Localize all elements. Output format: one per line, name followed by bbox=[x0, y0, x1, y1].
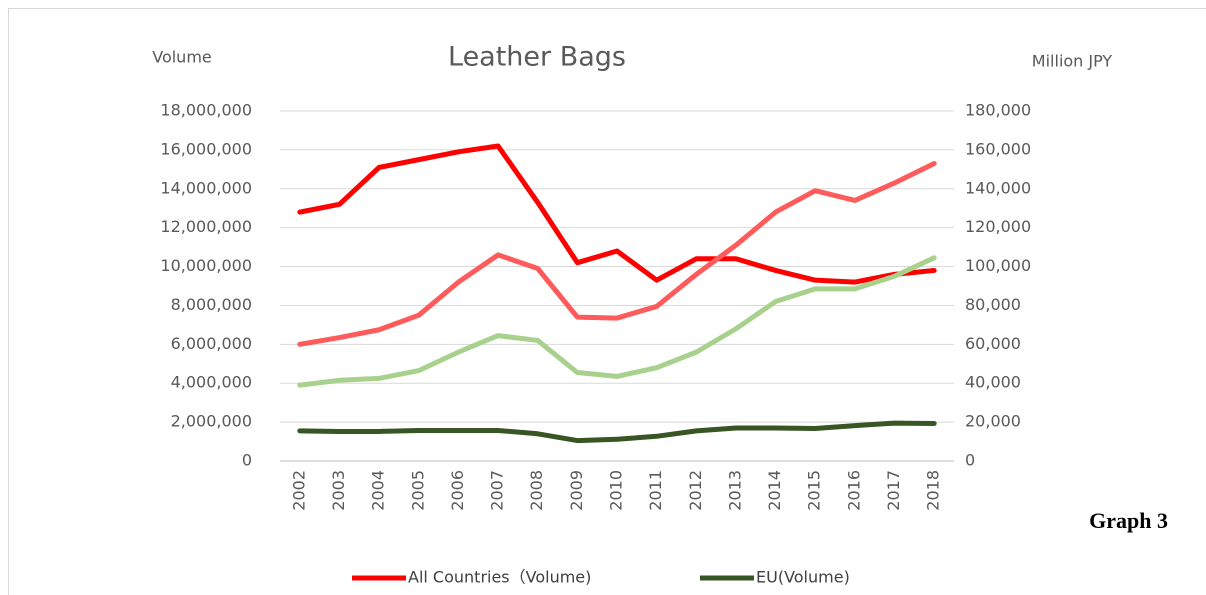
x-tick-label: 2008 bbox=[527, 470, 546, 511]
x-tick-label: 2009 bbox=[567, 470, 586, 511]
legend-label: All Countries（Volume) bbox=[408, 568, 591, 587]
y2-tick-label: 40,000 bbox=[965, 373, 1021, 392]
x-tick-label: 2014 bbox=[765, 470, 784, 511]
y2-tick-label: 0 bbox=[965, 451, 975, 470]
x-tick-label: 2017 bbox=[884, 470, 903, 511]
x-tick-label: 2003 bbox=[329, 470, 348, 511]
y-tick-label: 6,000,000 bbox=[171, 334, 252, 353]
series-line bbox=[297, 420, 937, 444]
y-tick-label: 18,000,000 bbox=[160, 101, 252, 120]
series-line bbox=[297, 161, 937, 347]
x-tick-label: 2006 bbox=[448, 470, 467, 511]
y-tick-label: 14,000,000 bbox=[160, 178, 252, 197]
y2-tick-label: 60,000 bbox=[965, 334, 1021, 353]
x-tick-label: 2004 bbox=[369, 470, 388, 511]
legend-label: EU(Volume) bbox=[756, 568, 850, 587]
y-tick-label: 16,000,000 bbox=[160, 139, 252, 158]
y2-tick-label: 140,000 bbox=[965, 178, 1031, 197]
y-tick-label: 0 bbox=[242, 451, 252, 470]
x-tick-label: 2007 bbox=[488, 470, 507, 511]
series-line bbox=[297, 255, 937, 388]
x-tick-label: 2012 bbox=[686, 470, 705, 511]
series-line bbox=[297, 143, 937, 285]
y2-tick-label: 100,000 bbox=[965, 256, 1031, 275]
x-tick-label: 2015 bbox=[805, 470, 824, 511]
y-tick-label: 4,000,000 bbox=[171, 373, 252, 392]
annotation: Graph 3 bbox=[1089, 508, 1168, 533]
y2-tick-label: 180,000 bbox=[965, 101, 1031, 120]
y-tick-label: 12,000,000 bbox=[160, 217, 252, 236]
y-tick-label: 2,000,000 bbox=[171, 412, 252, 431]
y2-tick-label: 160,000 bbox=[965, 139, 1031, 158]
y2-axis-title: Million JPY bbox=[1032, 52, 1113, 71]
y-tick-label: 8,000,000 bbox=[171, 295, 252, 314]
y2-tick-label: 120,000 bbox=[965, 217, 1031, 236]
x-tick-label: 2002 bbox=[289, 470, 308, 511]
y2-tick-label: 80,000 bbox=[965, 295, 1021, 314]
x-tick-label: 2005 bbox=[408, 470, 427, 511]
x-tick-label: 2011 bbox=[646, 470, 665, 511]
x-tick-label: 2013 bbox=[725, 470, 744, 511]
x-tick-label: 2018 bbox=[924, 470, 943, 511]
y2-tick-label: 20,000 bbox=[965, 412, 1021, 431]
x-tick-label: 2010 bbox=[607, 470, 626, 511]
y-tick-label: 10,000,000 bbox=[160, 256, 252, 275]
chart-title: Leather Bags bbox=[448, 42, 626, 73]
chart-frame bbox=[8, 8, 1206, 595]
x-tick-label: 2016 bbox=[844, 470, 863, 511]
y-axis-title: Volume bbox=[152, 48, 212, 67]
